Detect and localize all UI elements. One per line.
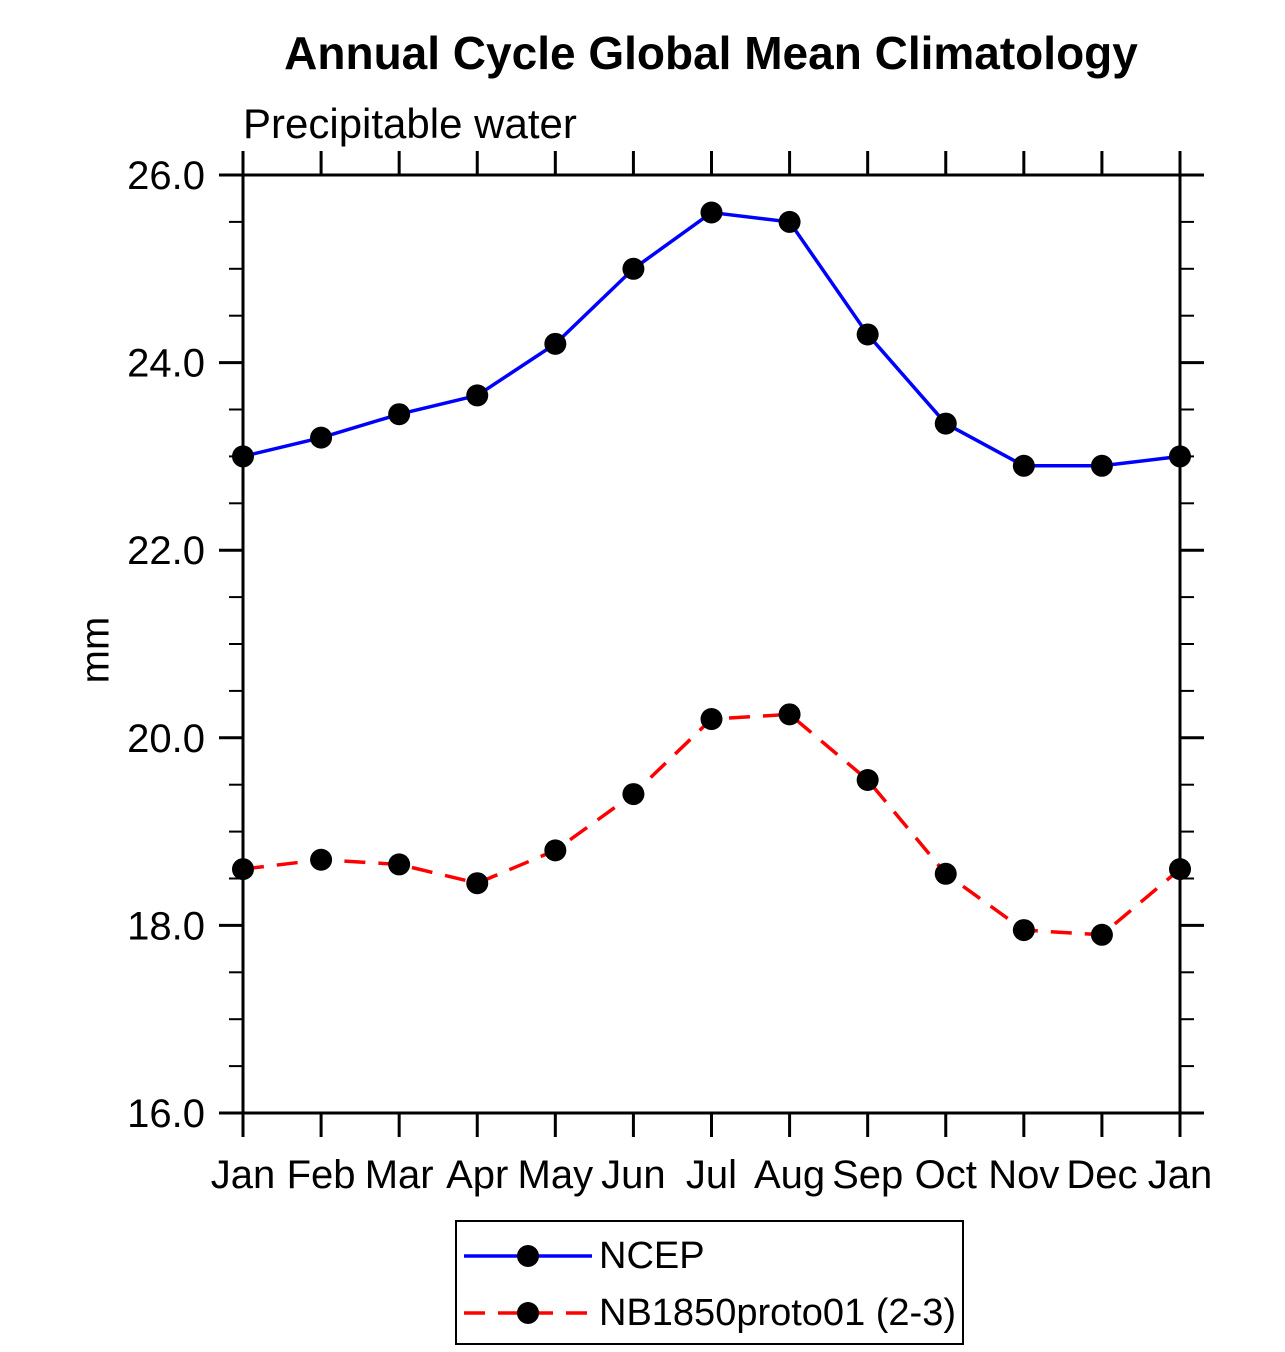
plot-frame bbox=[241, 173, 1182, 1115]
data-point-series-1 bbox=[388, 853, 411, 876]
data-point-series-0 bbox=[1090, 454, 1113, 477]
series-line-1 bbox=[242, 712, 1182, 937]
data-point-series-0 bbox=[466, 384, 489, 407]
data-point-series-0 bbox=[622, 257, 645, 280]
data-point-series-1 bbox=[310, 848, 333, 871]
x-tick-label: Jul bbox=[686, 1153, 737, 1197]
data-point-series-0 bbox=[700, 201, 723, 224]
data-point-series-1 bbox=[544, 839, 567, 862]
nb1850proto01-marker-sample bbox=[517, 1302, 539, 1324]
x-tick-label: Feb bbox=[287, 1153, 356, 1197]
legend-label-ncep: NCEP bbox=[599, 1235, 705, 1277]
y-tick-label: 16.0 bbox=[127, 1092, 205, 1136]
data-point-series-0 bbox=[232, 445, 254, 468]
x-tick-label: Sep bbox=[832, 1153, 903, 1197]
y-tick-label: 20.0 bbox=[127, 717, 205, 761]
series-line-0 bbox=[242, 210, 1181, 468]
legend-item-nb1850proto01: NB1850proto01 (2-3) bbox=[457, 1293, 956, 1333]
x-tick-label: May bbox=[518, 1153, 594, 1197]
y-tick-label: 26.0 bbox=[127, 154, 205, 198]
x-tick-label: Oct bbox=[915, 1153, 977, 1197]
data-point-series-1 bbox=[778, 703, 801, 726]
data-point-series-0 bbox=[310, 426, 333, 449]
legend-label-nb1850proto01: NB1850proto01 (2-3) bbox=[599, 1292, 956, 1334]
data-point-series-0 bbox=[1012, 454, 1035, 477]
data-point-series-0 bbox=[934, 412, 957, 435]
x-tick-label: Aug bbox=[754, 1153, 825, 1197]
data-point-series-0 bbox=[544, 332, 567, 355]
x-tick-label: Mar bbox=[365, 1153, 434, 1197]
data-point-series-1 bbox=[1012, 919, 1035, 942]
legend-sample-ncep bbox=[464, 1245, 592, 1267]
data-point-series-1 bbox=[1169, 858, 1191, 881]
x-tick-label: Nov bbox=[988, 1153, 1059, 1197]
data-point-series-1 bbox=[934, 862, 957, 885]
x-tick-label: Dec bbox=[1066, 1153, 1137, 1197]
chart-subtitle: Precipitable water bbox=[243, 100, 577, 147]
x-tick-label: Apr bbox=[446, 1153, 508, 1197]
data-point-series-1 bbox=[1090, 923, 1113, 946]
x-tick-label: Jan bbox=[211, 1153, 276, 1197]
chart-title: Annual Cycle Global Mean Climatology bbox=[284, 27, 1138, 79]
data-point-series-1 bbox=[700, 708, 723, 731]
data-point-series-1 bbox=[232, 858, 254, 881]
y-tick-label: 24.0 bbox=[127, 342, 205, 386]
data-point-series-0 bbox=[856, 323, 879, 346]
legend-item-ncep: NCEP bbox=[457, 1236, 705, 1276]
x-tick-label: Jan bbox=[1148, 1153, 1213, 1197]
data-point-series-1 bbox=[466, 872, 489, 895]
x-tick-label: Jun bbox=[601, 1153, 666, 1197]
y-tick-label: 22.0 bbox=[127, 529, 205, 573]
legend: NCEP NB1850proto01 (2-3) bbox=[455, 1220, 964, 1345]
data-point-series-0 bbox=[1169, 445, 1191, 468]
y-tick-label: 18.0 bbox=[127, 904, 205, 948]
data-point-series-0 bbox=[388, 403, 411, 426]
data-point-series-1 bbox=[622, 783, 645, 806]
ncep-marker-sample bbox=[517, 1245, 539, 1267]
data-point-series-1 bbox=[856, 769, 879, 792]
legend-sample-nb1850proto01 bbox=[464, 1302, 592, 1324]
data-point-series-0 bbox=[778, 210, 801, 233]
